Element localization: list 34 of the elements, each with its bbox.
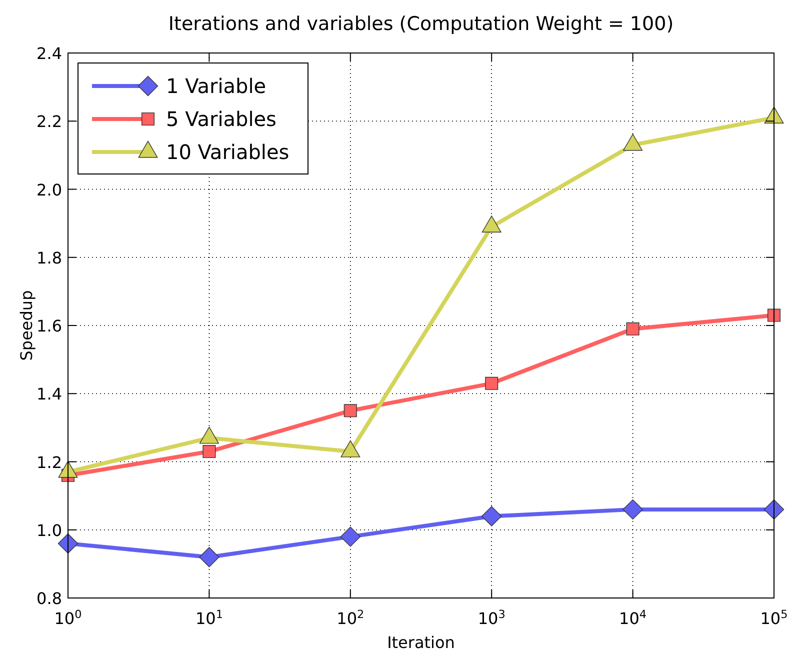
y-tick-label: 2.4 xyxy=(36,44,62,63)
legend-label: 10 Variables xyxy=(166,140,290,164)
point xyxy=(482,216,502,232)
point xyxy=(199,547,220,568)
x-tick-label: 10$^{5}$ xyxy=(760,608,788,628)
x-tick-label: 10$^{3}$ xyxy=(478,608,506,628)
point xyxy=(764,106,784,124)
y-tick-label: 2.2 xyxy=(36,112,62,132)
y-tick-label: 0.8 xyxy=(36,589,62,608)
x-axis-title: Iteration xyxy=(387,633,455,652)
y-tick-label: 1.0 xyxy=(36,520,62,540)
point xyxy=(485,376,498,390)
legend-label: 5 Variables xyxy=(166,107,276,131)
y-tick-label: 1.2 xyxy=(36,452,62,472)
point xyxy=(623,134,643,151)
point xyxy=(626,322,640,336)
legend-label: 1 Variable xyxy=(166,74,266,98)
y-tick-label: 1.8 xyxy=(36,248,62,268)
point xyxy=(344,404,357,418)
y-tick-label: 2.0 xyxy=(36,180,62,200)
y-tick-label: 1.6 xyxy=(36,316,62,336)
point xyxy=(764,499,784,520)
x-tick-label: 10$^{0}$ xyxy=(54,608,82,628)
x-tick-label: 10$^{2}$ xyxy=(336,608,364,628)
point xyxy=(202,445,216,458)
y-axis-title: Speedup xyxy=(17,290,36,361)
point xyxy=(767,308,781,322)
point xyxy=(482,506,502,526)
x-tick-label: 10$^{4}$ xyxy=(619,608,647,628)
x-tick-label: 10$^{1}$ xyxy=(195,608,223,628)
chart-title: Iterations and variables (Computation Weight = 100) xyxy=(168,13,674,35)
y-tick-label: 1.4 xyxy=(36,384,62,404)
point xyxy=(340,526,360,547)
point xyxy=(622,499,643,520)
